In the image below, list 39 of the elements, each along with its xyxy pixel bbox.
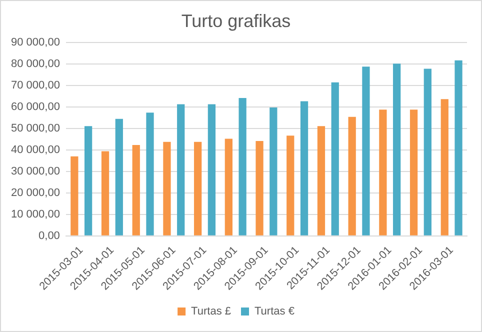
bar: [115, 118, 123, 236]
bar: [177, 104, 185, 236]
bar: [224, 138, 232, 236]
y-tick-label: 60 000,00: [11, 101, 60, 114]
bar: [70, 156, 78, 236]
y-tick-label: 30 000,00: [11, 165, 60, 178]
bar: [392, 64, 401, 236]
legend-label: Turtas £: [191, 306, 232, 318]
bar: [84, 126, 92, 236]
bar: [286, 136, 294, 236]
bar: [379, 110, 387, 236]
bar: [424, 68, 432, 236]
bar: [410, 110, 418, 236]
bar: [208, 104, 216, 236]
bar: [362, 66, 370, 236]
bar: [238, 98, 246, 236]
bar: [270, 107, 278, 236]
bar: [348, 116, 356, 236]
bar: [146, 112, 154, 236]
y-tick-label: 70 000,00: [11, 80, 60, 92]
y-tick-label: 80 000,00: [11, 58, 60, 70]
legend-label: Turtas €: [254, 306, 294, 318]
chart-title: Turto grafikas: [181, 10, 291, 31]
y-tick-label: 40 000,00: [11, 144, 60, 156]
bar: [132, 145, 140, 236]
bar: [194, 142, 202, 236]
bar: [163, 142, 171, 236]
bar: [256, 140, 264, 236]
bar: [317, 126, 326, 236]
y-tick-label: 10 000,00: [11, 208, 60, 220]
y-tick-label: 50 000,00: [11, 122, 60, 135]
bar: [331, 82, 339, 236]
bar: [101, 151, 110, 236]
y-tick-label: 90 000,00: [11, 36, 60, 49]
y-tick-label: 0,00: [38, 230, 60, 242]
bar: [440, 99, 448, 236]
bar: [454, 60, 462, 236]
bar: [300, 101, 308, 236]
y-tick-label: 20 000,00: [11, 186, 60, 199]
